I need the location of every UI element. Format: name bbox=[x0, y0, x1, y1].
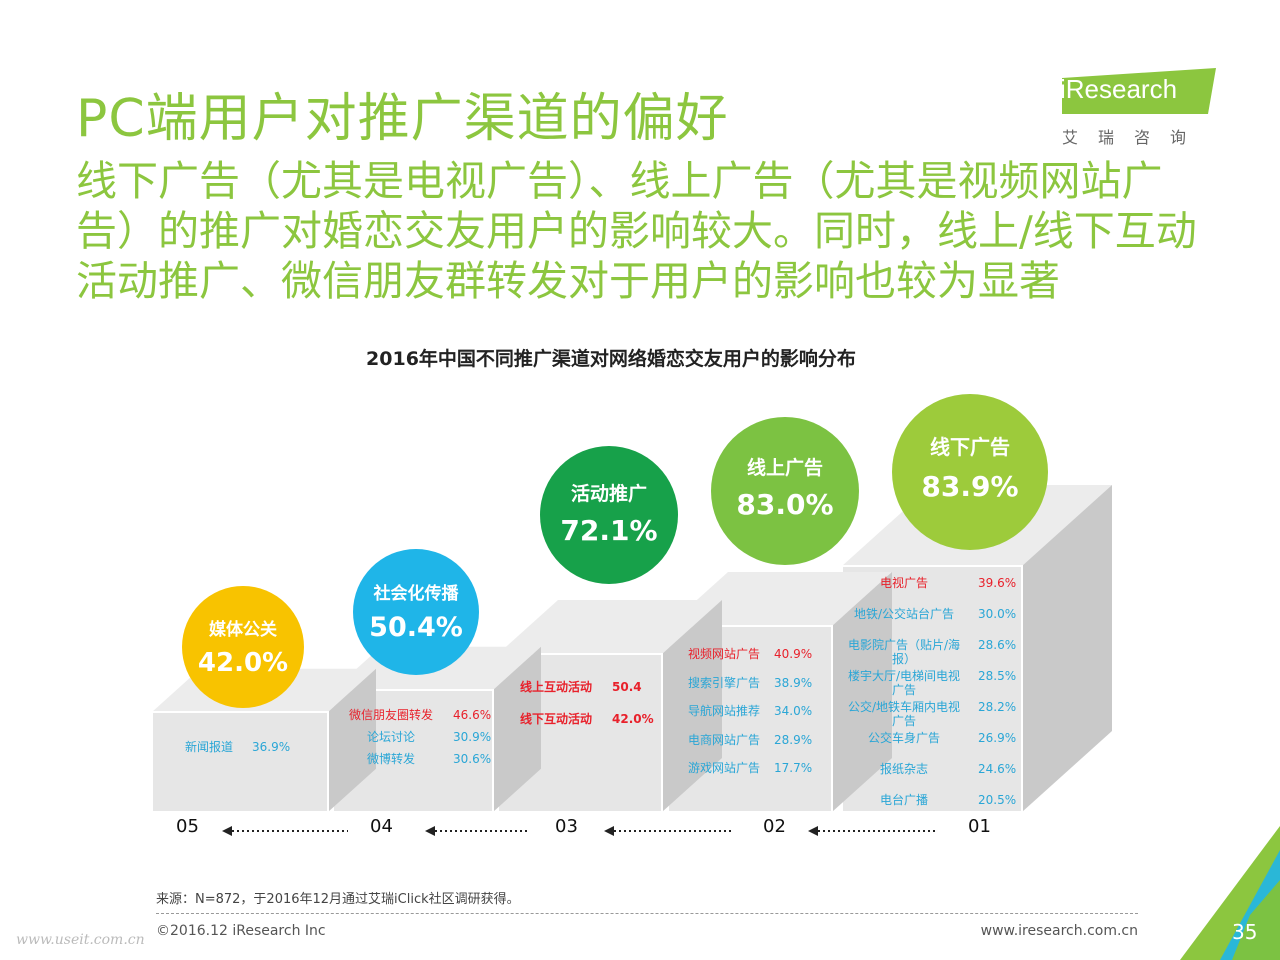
channel-item-name: 电商网站广告 bbox=[687, 732, 760, 747]
channel-item-value: 40.9% bbox=[774, 647, 813, 661]
site-url[interactable]: www.iresearch.com.cn bbox=[980, 923, 1138, 939]
watermark: www.useit.com.cn bbox=[16, 932, 145, 948]
step-arrow bbox=[604, 826, 731, 836]
channel-item-name: 公交/地铁车厢内电视广告 bbox=[847, 700, 961, 728]
step-arrow bbox=[425, 826, 527, 836]
step-label-01: 01 bbox=[968, 816, 991, 837]
channel-circle-03: 活动推广 72.1% bbox=[540, 446, 678, 584]
logo-brand: iResearch bbox=[1060, 74, 1178, 104]
channel-item-name: 电台广播 bbox=[879, 793, 928, 807]
step-arrow bbox=[222, 826, 348, 836]
channel-item-name: 微博转发 bbox=[366, 752, 415, 766]
channel-item-name: 报纸杂志 bbox=[879, 762, 928, 776]
channel-name: 活动推广 bbox=[570, 483, 647, 506]
channel-name: 线上广告 bbox=[746, 456, 823, 479]
step-arrow bbox=[808, 826, 936, 836]
channel-circle-01: 线下广告 83.9% bbox=[892, 394, 1048, 550]
channel-item-value: 28.5% bbox=[978, 669, 1017, 683]
step-box-05 bbox=[151, 668, 376, 813]
channel-item-name: 地铁/公交站台广告 bbox=[853, 607, 955, 621]
copyright: ©2016.12 iResearch Inc bbox=[156, 923, 326, 939]
channel-circle-04: 社会化传播 50.4% bbox=[353, 549, 479, 675]
channel-item-value: 30.6% bbox=[453, 752, 492, 766]
channel-item-value: 38.9% bbox=[774, 675, 813, 690]
channel-item-name: 线上互动活动 bbox=[519, 680, 592, 694]
channel-circle-02: 线上广告 83.0% bbox=[711, 417, 859, 565]
step-label-05: 05 bbox=[176, 816, 199, 837]
channel-item-name: 电影院广告（贴片/海报） bbox=[847, 638, 961, 666]
channel-item-value: 26.9% bbox=[978, 731, 1017, 745]
channel-item-name: 论坛讨论 bbox=[366, 730, 415, 744]
channel-item-value: 39.6% bbox=[978, 576, 1017, 590]
channel-value: 83.0% bbox=[736, 488, 834, 522]
channel-item-value: 30.9% bbox=[453, 730, 492, 744]
channel-item-value: 30.0% bbox=[978, 607, 1017, 621]
channel-item-name: 电视广告 bbox=[879, 576, 928, 590]
channel-item-name: 线下互动活动 bbox=[519, 712, 592, 726]
channel-item-value: 28.9% bbox=[774, 732, 813, 747]
channel-item-name: 视频网站广告 bbox=[687, 647, 760, 661]
step-box-02 bbox=[667, 572, 892, 813]
channel-item-value: 34.0% bbox=[774, 704, 813, 718]
channel-item-name: 导航网站推荐 bbox=[687, 704, 760, 718]
channel-item-value: 42.0% bbox=[612, 712, 654, 726]
channel-item-name: 搜索引擎广告 bbox=[687, 675, 760, 690]
channel-name: 线下广告 bbox=[930, 435, 1010, 460]
channel-item-name: 新闻报道 bbox=[184, 740, 233, 754]
channel-value: 83.9% bbox=[921, 469, 1019, 503]
channel-name: 媒体公关 bbox=[209, 620, 277, 641]
page-number: 35 bbox=[1232, 920, 1258, 944]
source-note: 来源：N=872，于2016年12月通过艾瑞iClick社区调研获得。 bbox=[156, 892, 520, 907]
channel-value: 42.0% bbox=[197, 647, 289, 678]
logo-subtitle: 艾瑞咨询 bbox=[1062, 128, 1207, 147]
step-label-02: 02 bbox=[763, 816, 786, 837]
channel-item-value: 24.6% bbox=[978, 762, 1017, 776]
channel-item-value: 28.6% bbox=[978, 638, 1017, 652]
channel-circle-05: 媒体公关 42.0% bbox=[182, 586, 304, 708]
channel-item-value: 50.4 bbox=[612, 680, 642, 694]
channel-item-name: 微信朋友圈转发 bbox=[348, 708, 433, 722]
iresearch-logo bbox=[1062, 68, 1216, 114]
channel-item-value: 46.6% bbox=[453, 708, 492, 722]
channel-item-value: 36.9% bbox=[252, 740, 291, 754]
channel-item-value: 20.5% bbox=[978, 793, 1017, 807]
channel-name: 社会化传播 bbox=[373, 584, 459, 605]
chart-title: 2016年中国不同推广渠道对网络婚恋交友用户的影响分布 bbox=[366, 348, 856, 370]
channel-value: 50.4% bbox=[369, 611, 463, 643]
channel-item-name: 游戏网站广告 bbox=[687, 761, 760, 775]
channel-item-name: 楼宇大厅/电梯间电视广告 bbox=[847, 669, 961, 697]
channel-value: 72.1% bbox=[560, 514, 658, 548]
footer-divider bbox=[156, 913, 1138, 914]
channel-item-name: 公交车身广告 bbox=[867, 731, 940, 745]
page-subtitle: 线下广告（尤其是电视广告）、线上广告（尤其是视频网站广告）的推广对婚恋交友用户的… bbox=[76, 157, 1197, 305]
channel-item-value: 17.7% bbox=[774, 761, 813, 775]
page-title: PC端用户对推广渠道的偏好 bbox=[76, 89, 729, 149]
step-label-04: 04 bbox=[370, 816, 393, 837]
step-label-03: 03 bbox=[555, 816, 578, 837]
channel-item-value: 28.2% bbox=[978, 700, 1017, 714]
